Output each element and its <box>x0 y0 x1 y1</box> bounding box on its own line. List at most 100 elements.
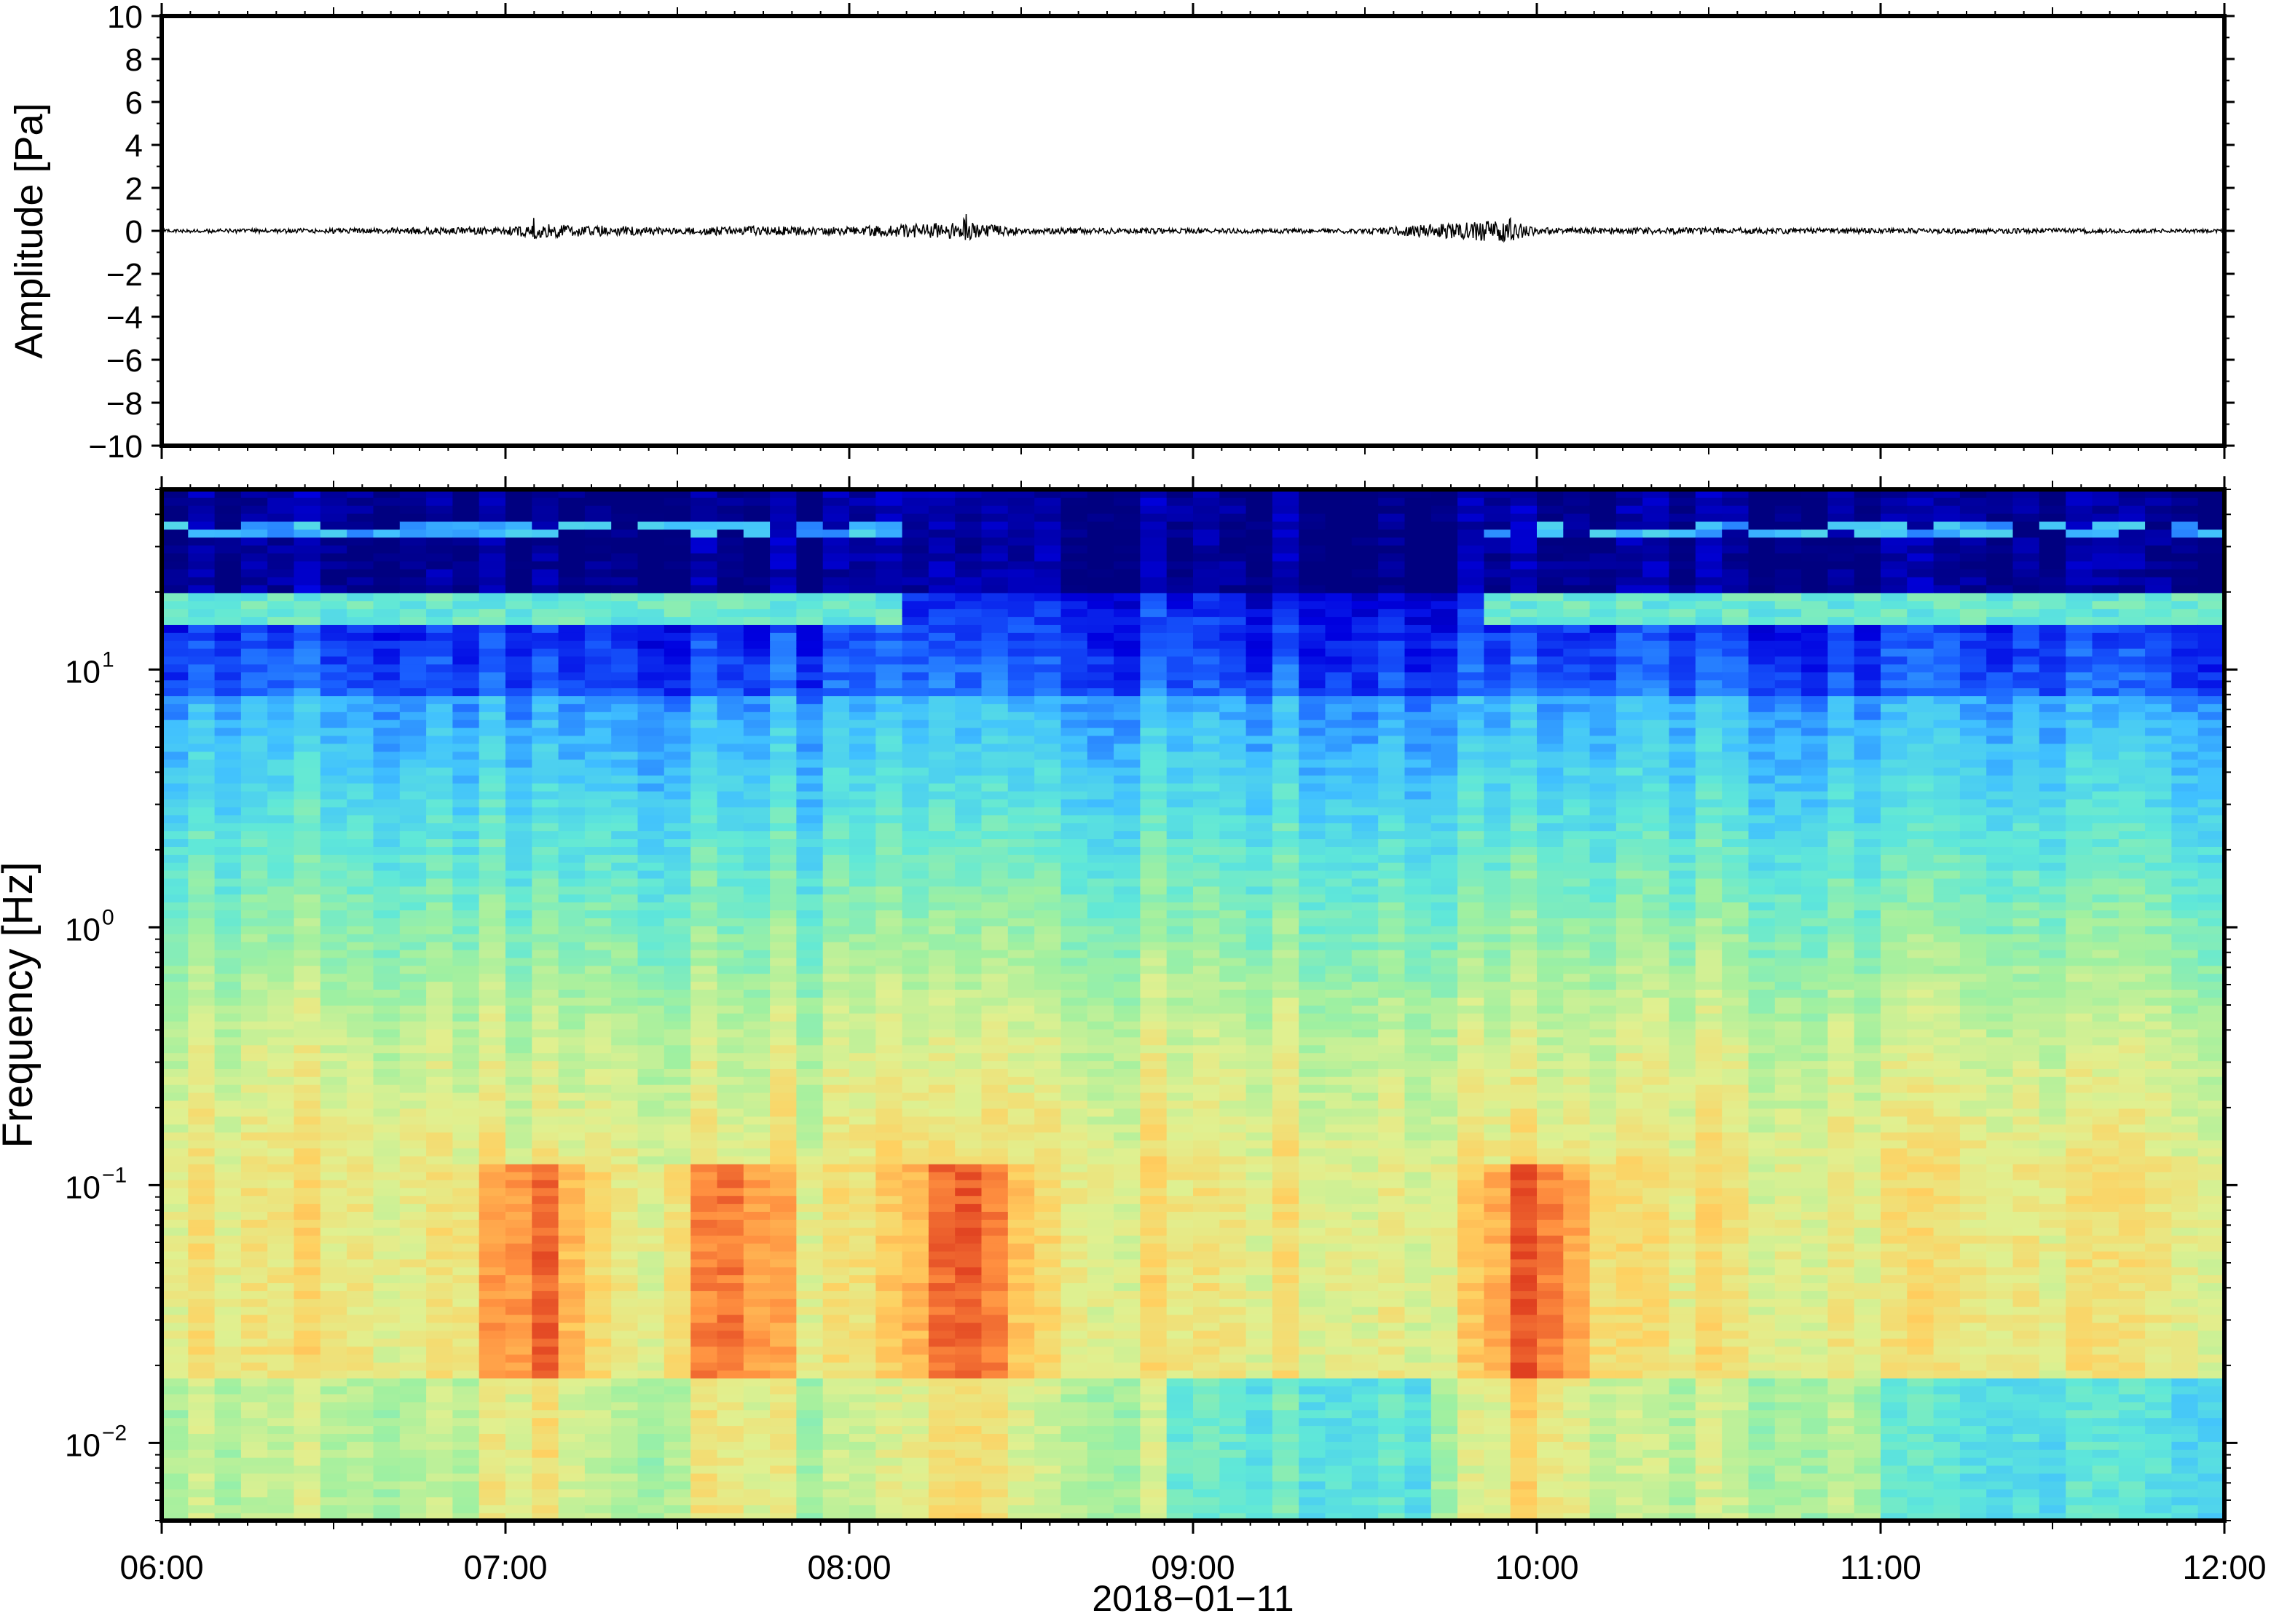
spectrogram-cell <box>1034 1005 1062 1014</box>
spectrogram-cell <box>294 1052 321 1062</box>
spectrogram-cell <box>584 489 612 498</box>
spectrogram-cell <box>611 751 639 760</box>
spectrogram-cell <box>875 1322 903 1331</box>
spectrogram-cell <box>188 941 216 950</box>
spectrogram-cell <box>399 926 427 934</box>
spectrogram-cell <box>452 695 480 704</box>
spectrogram-cell <box>479 1266 506 1276</box>
spectrogram-cell <box>955 926 983 934</box>
spectrogram-cell <box>822 1401 850 1411</box>
spectrogram-cell <box>796 1132 824 1140</box>
spectrogram-cell <box>558 870 586 879</box>
spectrogram-cell <box>770 1258 798 1268</box>
spectrogram-cell <box>267 1393 295 1403</box>
spectrogram-cell <box>902 1044 929 1054</box>
spectrogram-cell <box>188 624 216 633</box>
spectrogram-cell <box>399 1457 427 1466</box>
spectrogram-cell <box>902 1346 929 1355</box>
spectrogram-cell <box>875 1060 903 1069</box>
spectrogram-cell <box>584 1044 612 1054</box>
spectrogram-cell <box>1087 941 1114 950</box>
spectrogram-cell <box>822 1124 850 1133</box>
spectrogram-cell <box>267 910 295 918</box>
spectrogram-cell <box>558 806 586 816</box>
spectrogram-cell <box>584 1338 612 1347</box>
spectrogram-cell <box>347 1234 374 1244</box>
spectrogram-cell <box>320 1401 347 1411</box>
spectrogram-cell <box>611 1044 639 1054</box>
spectrogram-cell <box>717 655 744 665</box>
spectrogram-cell <box>875 576 903 586</box>
spectrogram-cell <box>558 545 586 553</box>
spectrogram-cell <box>214 561 242 569</box>
spectrogram-cell <box>664 537 691 546</box>
spectrogram-cell <box>532 489 559 498</box>
spectrogram-cell <box>240 632 268 641</box>
spectrogram-cell <box>611 957 639 966</box>
spectrogram-cell <box>717 1290 744 1299</box>
spectrogram-cell <box>770 1028 798 1038</box>
spectrogram-cell <box>637 712 665 720</box>
spectrogram-cell <box>558 886 586 895</box>
spectrogram-cell <box>875 489 903 498</box>
spectrogram-cell <box>505 513 533 522</box>
spectrogram-cell <box>717 1132 744 1140</box>
spectrogram-cell <box>188 981 216 990</box>
spectrogram-cell <box>240 1417 268 1427</box>
spectrogram-cell <box>294 822 321 832</box>
spectrogram-cell <box>637 886 665 895</box>
spectrogram-cell <box>1114 1497 1141 1505</box>
spectrogram-cell <box>955 743 983 752</box>
spectrogram-cell <box>637 1020 665 1030</box>
spectrogram-cell <box>373 775 401 784</box>
spectrogram-cell <box>981 1354 1009 1363</box>
spectrogram-cell <box>875 553 903 561</box>
spectrogram-cell <box>717 1060 744 1069</box>
spectrogram-cell <box>373 1481 401 1490</box>
spectrogram-cell <box>664 1116 691 1125</box>
spectrogram-cell <box>162 568 189 578</box>
spectrogram-cell <box>1060 647 1088 657</box>
spectrogram-cell <box>796 743 824 752</box>
spectrogram-cell <box>558 1473 586 1482</box>
spectrogram-cell <box>796 529 824 538</box>
spectrogram-cell <box>1114 1346 1141 1355</box>
spectrogram-cell <box>1034 584 1062 594</box>
spectrogram-cell <box>902 505 929 514</box>
spectrogram-cell <box>928 592 956 602</box>
spectrogram-cell <box>240 886 268 895</box>
spectrogram-cell <box>267 846 295 855</box>
spectrogram-cell <box>188 1306 216 1315</box>
spectrogram-cell <box>981 1481 1009 1490</box>
spectrogram-cell <box>770 663 798 673</box>
spectrogram-cell <box>1034 743 1062 752</box>
spectrogram-cell <box>479 719 506 728</box>
spectrogram-cell <box>214 1187 242 1197</box>
spectrogram-cell <box>505 767 533 776</box>
spectrogram-cell <box>743 1417 771 1427</box>
spectrogram-cell <box>294 743 321 752</box>
spectrogram-cell <box>928 886 956 895</box>
spectrogram-cell <box>849 1132 877 1140</box>
spectrogram-cell <box>902 1282 929 1291</box>
spectrogram-cell <box>162 735 189 744</box>
spectrogram-cell <box>981 965 1009 974</box>
spectrogram-cell <box>822 679 850 689</box>
spectrogram-cell <box>479 1306 506 1315</box>
spectrogram-cell <box>770 608 798 618</box>
spectrogram-cell <box>558 1497 586 1505</box>
spectrogram-cell <box>875 561 903 569</box>
spectrogram-cell <box>637 489 665 498</box>
spectrogram-cell <box>347 767 374 776</box>
spectrogram-cell <box>188 1140 216 1148</box>
spectrogram-cell <box>849 1449 877 1458</box>
spectrogram-cell <box>1034 806 1062 816</box>
spectrogram-cell <box>637 1076 665 1085</box>
spectrogram-cell <box>162 497 189 506</box>
spectrogram-cell <box>955 1425 983 1434</box>
spectrogram-cell <box>505 1417 533 1427</box>
spectrogram-cell <box>505 1084 533 1093</box>
spectrogram-cell <box>849 806 877 816</box>
spectrogram-cell <box>320 934 347 942</box>
spectrogram-cell <box>452 1465 480 1474</box>
